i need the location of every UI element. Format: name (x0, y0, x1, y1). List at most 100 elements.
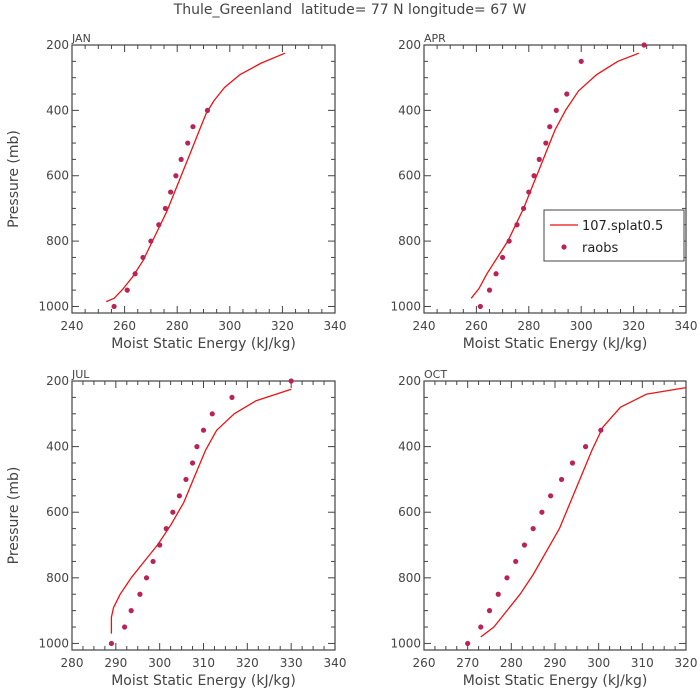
y-axis-label: Pressure (mb) (6, 130, 22, 228)
x-tick-label: 320 (622, 319, 645, 333)
y-tick-label: 800 (46, 571, 69, 585)
panel-label: OCT (424, 368, 447, 381)
x-tick-label: 260 (113, 319, 136, 333)
series-line-model (105, 52, 286, 303)
data-point-raob (526, 189, 532, 195)
data-point-raob (513, 558, 519, 565)
data-point-raob (288, 378, 294, 384)
data-point-raob (150, 558, 156, 565)
x-tick-label: 320 (271, 319, 294, 333)
data-point-raob (137, 591, 143, 597)
data-point-raob (486, 608, 493, 614)
y-tick-label: 800 (398, 234, 421, 248)
data-point-raob (543, 140, 549, 146)
x-tick-label: 280 (500, 656, 523, 670)
x-tick-label: 340 (324, 656, 347, 670)
y-tick-label: 800 (398, 571, 421, 585)
x-tick-label: 280 (517, 319, 540, 333)
y-tick-label: 600 (398, 169, 421, 183)
x-tick-label: 320 (675, 656, 698, 670)
y-tick-label: 200 (46, 38, 69, 52)
x-tick-label: 240 (61, 319, 84, 333)
data-point-raob (553, 107, 559, 113)
panel-jul: 280 290 300 310 320 330 340 200 400 600 800 1000 JUL… (6, 368, 346, 689)
data-point-raob (190, 124, 196, 130)
data-point-raob (548, 493, 554, 499)
panel-apr: 240 260 280 300 320 340 200 400 600 800 1000 APR Moi… (390, 32, 697, 352)
y-tick-label: 1000 (390, 636, 421, 650)
y-tick-label: 200 (398, 374, 421, 388)
data-point-raob (162, 205, 168, 212)
x-tick-label: 300 (148, 656, 171, 670)
plot-frame (71, 380, 336, 651)
data-point-raob (168, 189, 174, 195)
data-point-raob (185, 140, 191, 146)
x-tick-label: 330 (280, 656, 303, 670)
data-point-raob (520, 205, 527, 212)
data-point-raob (111, 303, 117, 310)
panel-label: JAN (71, 32, 91, 45)
x-axis-label: Moist Static Energy (kJ/kg) (463, 336, 648, 352)
x-tick-label: 290 (544, 656, 567, 670)
x-tick-label: 310 (631, 656, 654, 670)
x-tick-label: 300 (218, 319, 241, 333)
panel-label: APR (424, 32, 446, 45)
data-point-raob (500, 254, 506, 261)
x-tick-label: 320 (236, 656, 259, 670)
data-point-raob (578, 58, 584, 64)
x-tick-label: 290 (104, 656, 127, 670)
y-tick-label: 1000 (390, 299, 421, 313)
data-point-raob (504, 575, 510, 581)
data-point-raob (124, 287, 130, 293)
x-tick-label: 280 (166, 319, 189, 333)
data-point-raob (209, 411, 215, 417)
y-axis-label: Pressure (mb) (6, 467, 22, 565)
x-tick-label: 300 (587, 656, 610, 670)
data-point-raob (465, 640, 471, 647)
data-point-raob (189, 460, 196, 466)
panel-label: JUL (71, 368, 90, 381)
data-point-raob (122, 624, 128, 630)
y-tick-label: 400 (398, 440, 421, 454)
y-tick-label: 400 (46, 440, 69, 454)
data-point-raob (143, 575, 150, 581)
plot-frame (423, 44, 687, 314)
legend-label: 107.splat0.5 (582, 219, 663, 234)
data-point-raob (108, 640, 115, 647)
data-point-raob (514, 222, 520, 228)
x-tick-label: 340 (675, 319, 698, 333)
data-point-raob (204, 107, 211, 113)
data-point-raob (486, 287, 493, 293)
panel-oct: 260 270 280 290 300 310 320 200 400 600 800 1000 OCT… (390, 368, 697, 689)
x-tick-label: 300 (570, 319, 593, 333)
data-point-raob (163, 526, 169, 532)
y-tick-label: 800 (46, 234, 69, 248)
data-point-raob (558, 476, 565, 483)
legend-label: raobs (582, 241, 619, 256)
data-point-raob (530, 526, 536, 532)
data-point-raob (128, 608, 134, 614)
series-line-model (470, 52, 640, 299)
legend-swatch-point (561, 244, 567, 250)
data-point-raob (506, 238, 512, 244)
data-point-raob (564, 91, 570, 97)
data-point-raob (176, 493, 182, 499)
data-point-raob (493, 271, 499, 277)
series-line-model (110, 388, 292, 634)
data-point-raob (229, 394, 235, 401)
y-tick-label: 200 (46, 374, 69, 388)
y-tick-label: 600 (46, 169, 69, 183)
legend: 107.splat0.5 raobs (543, 209, 685, 262)
data-point-raob (183, 476, 189, 483)
series-line-model (480, 386, 687, 638)
y-tick-label: 400 (46, 103, 69, 117)
data-point-raob (477, 303, 483, 310)
y-tick-label: 400 (398, 103, 421, 117)
y-tick-label: 1000 (38, 636, 69, 650)
panel-jan: 240 260 280 300 320 340 200 400 600 800 1000 JAN Moi… (6, 32, 346, 352)
y-tick-label: 600 (398, 505, 421, 519)
data-point-raob (569, 460, 576, 466)
data-point-raob (547, 124, 553, 130)
plot-frame (71, 44, 336, 314)
